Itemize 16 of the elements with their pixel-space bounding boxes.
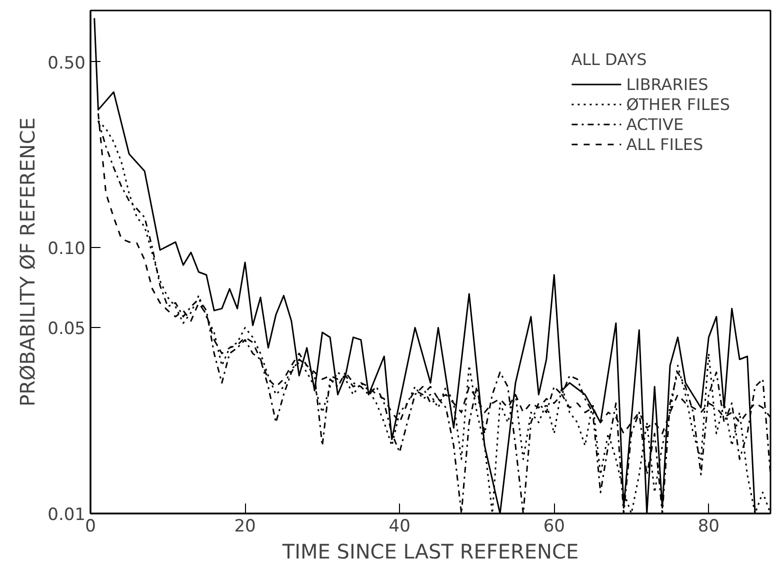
y-tick-label: 0.01	[48, 505, 86, 525]
y-axis-title: PRØBABILITY ØF REFERENCE	[16, 118, 40, 406]
x-tick-label: 40	[388, 516, 410, 536]
x-tick-label: 0	[85, 516, 96, 536]
y-tick-label: 0.10	[48, 239, 86, 260]
legend-label: ACTIVE	[626, 114, 684, 134]
legend-label: ØTHER FILES	[626, 94, 730, 114]
legend-label: LIBRARIES	[626, 74, 708, 94]
y-tick-label: 0.50	[48, 53, 86, 74]
legend-label: ALL FILES	[626, 134, 704, 154]
x-axis-title: TIME SINCE LAST REFERENCE	[281, 540, 579, 564]
x-tick-label: 80	[698, 516, 720, 536]
x-tick-label: 20	[234, 516, 256, 536]
legend-title: ALL DAYS	[571, 50, 648, 69]
x-tick-label: 60	[543, 516, 565, 536]
y-tick-label: 0.05	[48, 319, 86, 340]
